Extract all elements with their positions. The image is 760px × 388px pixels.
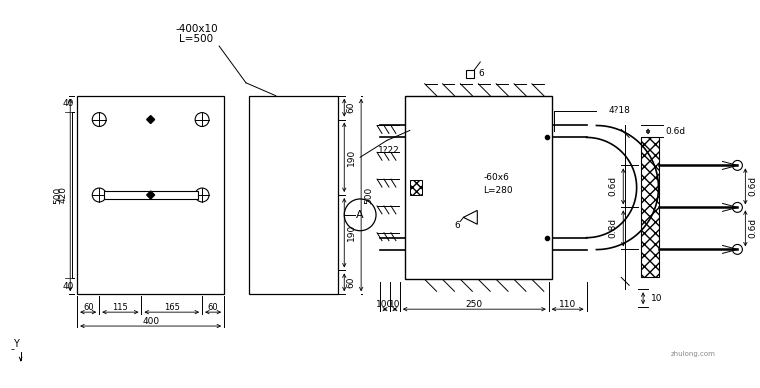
- Text: 400: 400: [142, 317, 159, 326]
- Text: 60: 60: [207, 303, 218, 312]
- Polygon shape: [147, 116, 154, 123]
- Text: -60x6: -60x6: [483, 173, 509, 182]
- Text: 165: 165: [164, 303, 179, 312]
- Text: 250: 250: [466, 300, 483, 309]
- Text: 60: 60: [347, 102, 356, 113]
- Text: 0.6d: 0.6d: [665, 127, 685, 136]
- Text: 100: 100: [376, 300, 394, 309]
- Text: 10: 10: [389, 300, 401, 309]
- Text: 0.6d: 0.6d: [749, 176, 758, 196]
- Text: 0.8d: 0.8d: [609, 218, 618, 239]
- Text: 60: 60: [347, 277, 356, 288]
- Text: 40: 40: [62, 282, 74, 291]
- Bar: [467, 70, 474, 78]
- Text: 420: 420: [59, 187, 68, 203]
- Bar: [410, 180, 422, 196]
- Text: 190: 190: [347, 149, 356, 166]
- Text: -: -: [11, 344, 14, 354]
- Text: 0.6d: 0.6d: [749, 218, 758, 239]
- Text: 110: 110: [559, 300, 576, 309]
- Text: 1?22: 1?22: [378, 146, 400, 155]
- Text: 60: 60: [83, 303, 93, 312]
- Text: 40: 40: [62, 99, 74, 108]
- Text: L=500: L=500: [179, 34, 214, 44]
- Polygon shape: [147, 191, 154, 199]
- Text: 0.6d: 0.6d: [609, 176, 618, 196]
- Text: 10: 10: [651, 294, 663, 303]
- Bar: [103, 191, 198, 199]
- Bar: [78, 96, 224, 294]
- Text: 190: 190: [347, 224, 356, 241]
- Bar: [405, 96, 552, 279]
- Text: 4?18: 4?18: [608, 106, 630, 115]
- Text: 115: 115: [112, 303, 128, 312]
- Text: Y: Y: [13, 339, 18, 349]
- Text: 6: 6: [454, 221, 461, 230]
- Text: L=280: L=280: [483, 186, 513, 195]
- Text: A: A: [356, 210, 364, 220]
- Text: 6: 6: [478, 69, 484, 78]
- Text: zhulong.com: zhulong.com: [670, 351, 715, 357]
- Bar: [249, 96, 338, 294]
- Text: -400x10: -400x10: [175, 24, 217, 34]
- Text: 500: 500: [365, 186, 374, 204]
- Text: 500: 500: [53, 186, 62, 204]
- Bar: [641, 137, 659, 277]
